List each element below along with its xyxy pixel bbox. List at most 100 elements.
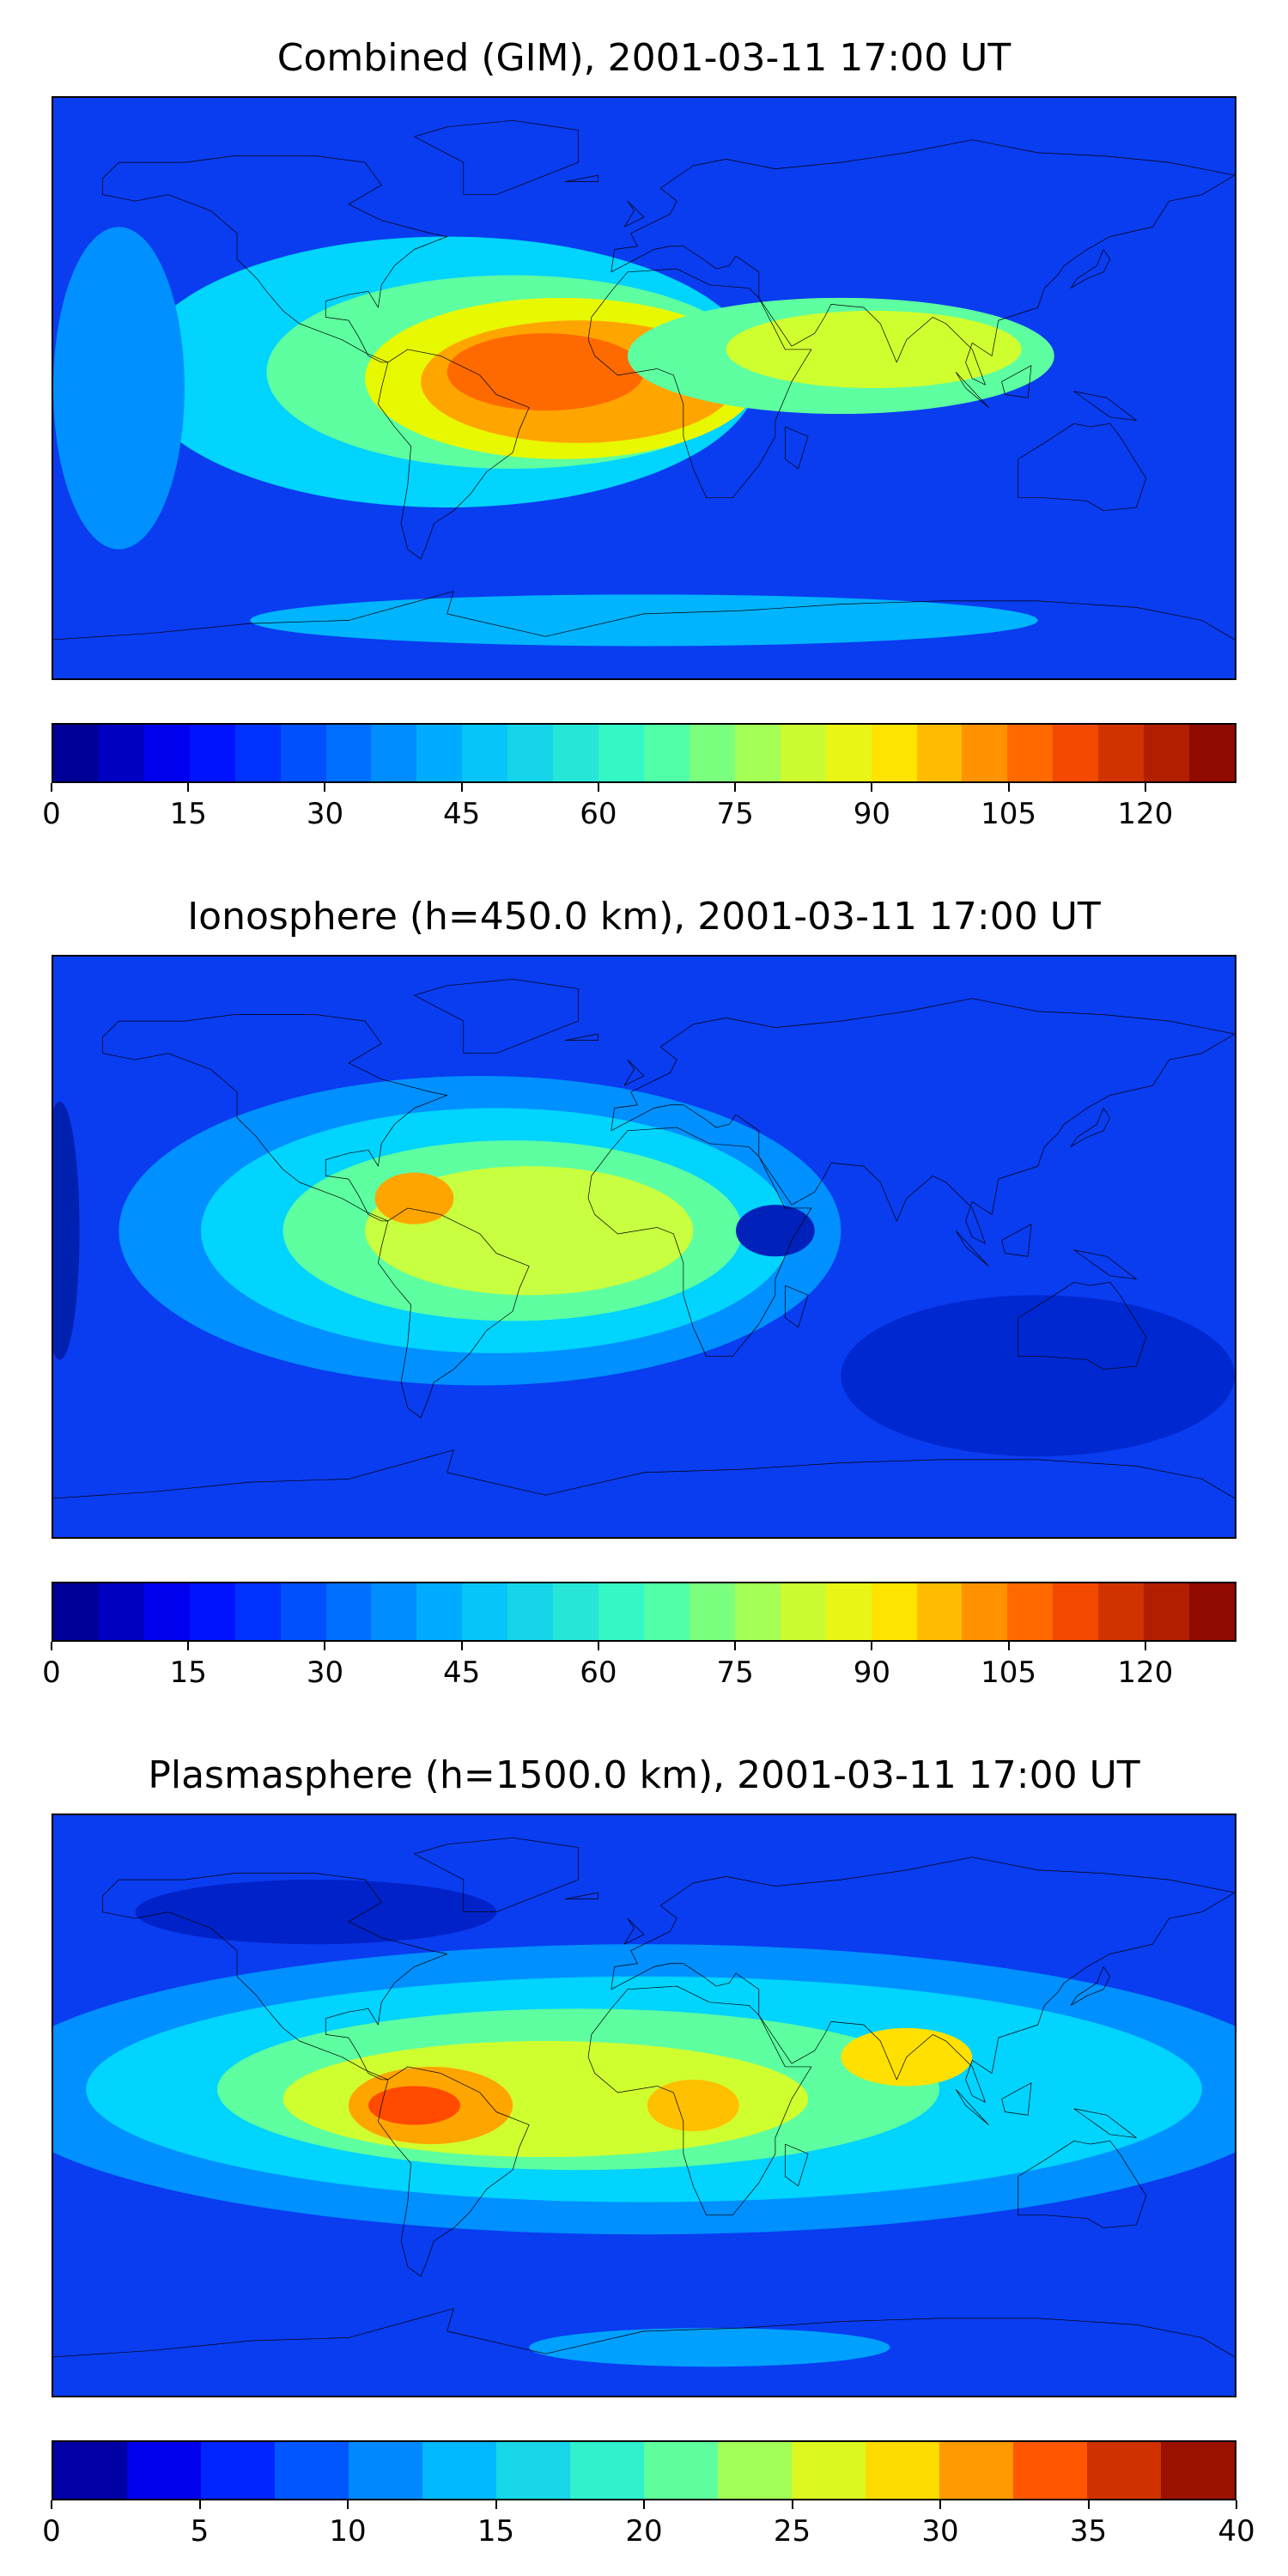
colorbar-level-9 — [462, 725, 508, 781]
colorbar-level-11 — [866, 2442, 939, 2499]
colorbar-tick-label: 0 — [42, 2514, 61, 2549]
colorbar-tick-mark — [597, 1642, 599, 1650]
colorbar-tick-label: 120 — [1117, 797, 1174, 831]
field-contour-7 — [53, 227, 185, 550]
colorbar-level-15 — [734, 725, 781, 781]
coastline-9 — [956, 2089, 988, 2124]
colorbar-tick-label: 30 — [921, 2514, 959, 2549]
colorbar-ticks-combined: 0 15 30 45 60 75 90 105 120 — [42, 783, 1236, 835]
colorbar-tick-label: 90 — [853, 797, 891, 831]
colorbar-tick-label: 45 — [443, 1656, 481, 1690]
colorbar-level-12 — [598, 1583, 644, 1640]
colorbar-level-12 — [939, 2442, 1013, 2499]
colorbar-level-4 — [234, 1583, 281, 1640]
colorbar-tick-label: 90 — [853, 1656, 891, 1690]
field-contour-6 — [841, 1295, 1235, 1457]
panel-title-ionosphere: Ionosphere (h=450.0 km), 2001-03-11 17:0… — [187, 895, 1101, 939]
coastline-13 — [565, 175, 598, 182]
colorbar-tick-mark — [734, 783, 737, 792]
coastline-6 — [53, 2309, 1235, 2357]
colorbar-tick-label: 105 — [981, 797, 1037, 831]
colorbar-level-14 — [1087, 2442, 1161, 2499]
colorbar-level-0 — [53, 2442, 127, 2499]
coastline-6 — [53, 592, 1235, 640]
coastline-1 — [378, 349, 529, 559]
panel-combined: Combined (GIM), 2001-03-11 17:00 UT 0 15 3… — [0, 0, 1288, 859]
colorbar-level-17 — [825, 1583, 872, 1640]
colorbar-level-9 — [462, 1583, 508, 1640]
coastline-10 — [1002, 1224, 1031, 1257]
coastline-13 — [565, 1034, 598, 1041]
colorbar-tick-label: 35 — [1069, 2514, 1108, 2549]
coastline-11 — [1074, 2109, 1137, 2138]
colorbar-level-24 — [1144, 1583, 1190, 1640]
colorbar-level-20 — [962, 1583, 1008, 1640]
coastlines-ionosphere — [53, 957, 1235, 1537]
coastline-0 — [102, 1015, 447, 1221]
coastline-1 — [378, 2067, 529, 2276]
colorbar-tick-mark — [51, 783, 52, 792]
colorbar-level-16 — [780, 1583, 826, 1640]
coastline-12 — [785, 2144, 808, 2186]
colorbar-tick-mark — [460, 783, 463, 792]
coastline-11 — [1074, 1250, 1137, 1279]
colorbar-level-15 — [1161, 2442, 1235, 2499]
coastline-1 — [378, 1208, 529, 1418]
tec-field-plasmasphere — [53, 1815, 1235, 2396]
colorbar-level-7 — [371, 1583, 417, 1640]
coastline-13 — [565, 1893, 598, 1899]
colorbar-tick-mark — [187, 1642, 190, 1650]
colorbar-level-3 — [189, 1583, 235, 1640]
colorbar-ticks-ionosphere: 0 15 30 45 60 75 90 105 120 — [42, 1642, 1236, 1693]
panel-title-combined: Combined (GIM), 2001-03-11 17:00 UT — [276, 36, 1012, 80]
coastline-10 — [1002, 366, 1031, 398]
panel-title-plasmasphere: Plasmasphere (h=1500.0 km), 2001-03-11 1… — [148, 1753, 1140, 1797]
coastline-9 — [956, 1230, 988, 1266]
map-ionosphere — [52, 955, 1236, 1539]
colorbar-tick-mark — [324, 783, 326, 792]
colorbar-level-12 — [598, 725, 644, 781]
colorbar-level-0 — [53, 1583, 99, 1640]
colorbar-tick-label: 20 — [625, 2514, 663, 2549]
colorbar-level-6 — [496, 2442, 570, 2499]
colorbar-plasmasphere — [52, 2440, 1236, 2500]
coastline-4 — [1018, 423, 1146, 510]
field-contour-4 — [447, 333, 644, 411]
colorbar-level-5 — [422, 2442, 496, 2499]
colorbar-tick-mark — [597, 783, 599, 792]
colorbar-level-11 — [553, 725, 599, 781]
coastlines-combined — [53, 98, 1235, 678]
field-contour-4 — [374, 1172, 454, 1224]
colorbar-tick-mark — [1236, 2500, 1237, 2509]
colorbar-level-13 — [1013, 2442, 1087, 2499]
colorbar-level-2 — [201, 2442, 275, 2499]
coastline-7 — [624, 201, 644, 227]
field-contour-8 — [135, 1880, 497, 1945]
colorbar-level-17 — [825, 725, 872, 781]
colorbar-tick-label: 75 — [716, 1656, 754, 1690]
colorbar-tick-label: 0 — [42, 797, 61, 831]
map-combined — [52, 96, 1236, 680]
colorbar-ticks-plasmasphere: 0 5 10 15 20 25 30 35 40 — [42, 2500, 1255, 2552]
coastline-2 — [588, 1986, 811, 2215]
colorbar-tick-mark — [643, 2500, 645, 2509]
colorbar-level-1 — [98, 725, 144, 781]
colorbar-level-20 — [962, 725, 1008, 781]
colorbar-level-21 — [1007, 1583, 1054, 1640]
colorbar-level-0 — [53, 725, 99, 781]
colorbar-level-15 — [734, 1583, 781, 1640]
colorbar-level-3 — [189, 725, 235, 781]
colorbar-level-18 — [871, 1583, 917, 1640]
colorbar-tick-mark — [187, 783, 190, 792]
colorbar-level-11 — [553, 1583, 599, 1640]
colorbar-tick-label: 15 — [169, 1656, 207, 1690]
colorbar-level-25 — [1189, 1583, 1235, 1640]
field-contour-6 — [647, 2079, 739, 2132]
colorbar-level-10 — [507, 1583, 554, 1640]
colorbar-tick-mark — [1087, 2500, 1090, 2509]
colorbar-level-23 — [1098, 725, 1145, 781]
colorbar-level-4 — [349, 2442, 422, 2499]
colorbar-tick-label: 15 — [477, 2514, 515, 2549]
colorbar-level-13 — [643, 725, 690, 781]
colorbar-tick-mark — [51, 1642, 52, 1650]
